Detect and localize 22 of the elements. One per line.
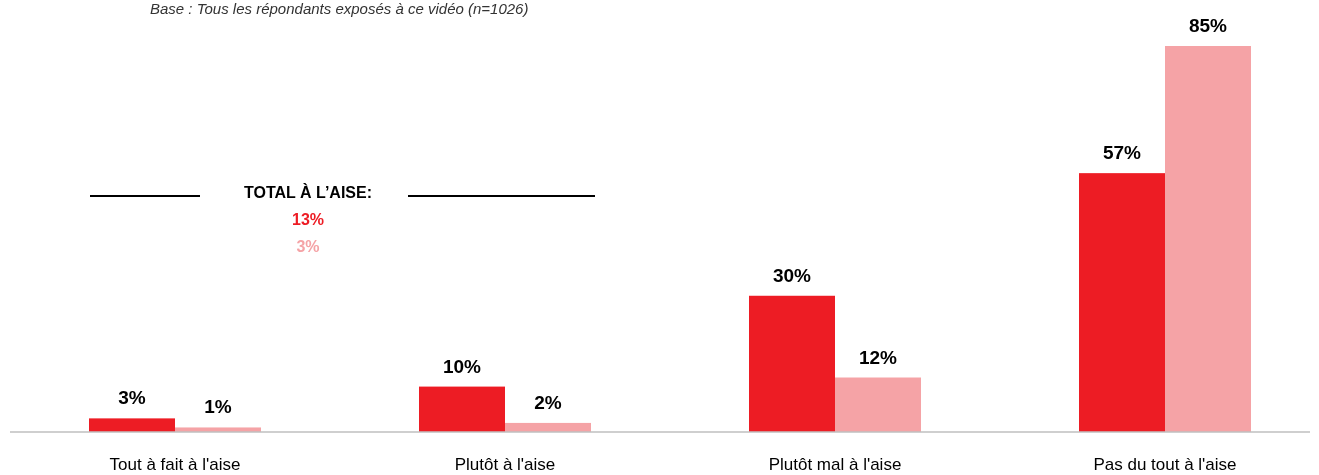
chart-subtitle: Base : Tous les répondants exposés à ce vidéo (n=1026) (150, 0, 529, 17)
x-tick-label: Pas du tout à l'aise (1093, 455, 1237, 474)
x-tick-label: Plutôt à l'aise (454, 455, 556, 474)
data-label: 30% (772, 264, 812, 286)
bar (1165, 46, 1251, 432)
annotation: 3% (296, 238, 320, 255)
data-label: 3% (118, 387, 146, 409)
data-label: 57% (1102, 142, 1142, 164)
data-label: 2% (534, 391, 562, 413)
x-tick-label: Plutôt mal à l'aise (768, 455, 902, 474)
bar (1079, 173, 1165, 432)
annotation: TOTAL À L’AISE: (243, 183, 373, 201)
bar (419, 386, 505, 432)
bar (749, 295, 835, 432)
bar (89, 418, 175, 432)
data-label: 1% (204, 396, 232, 418)
annotation: 13% (291, 211, 325, 228)
data-label: 10% (442, 355, 482, 377)
data-label: 85% (1188, 15, 1228, 36)
bar (835, 377, 921, 432)
x-tick-label: Tout à fait à l'aise (109, 455, 241, 474)
data-label: 12% (858, 346, 898, 368)
